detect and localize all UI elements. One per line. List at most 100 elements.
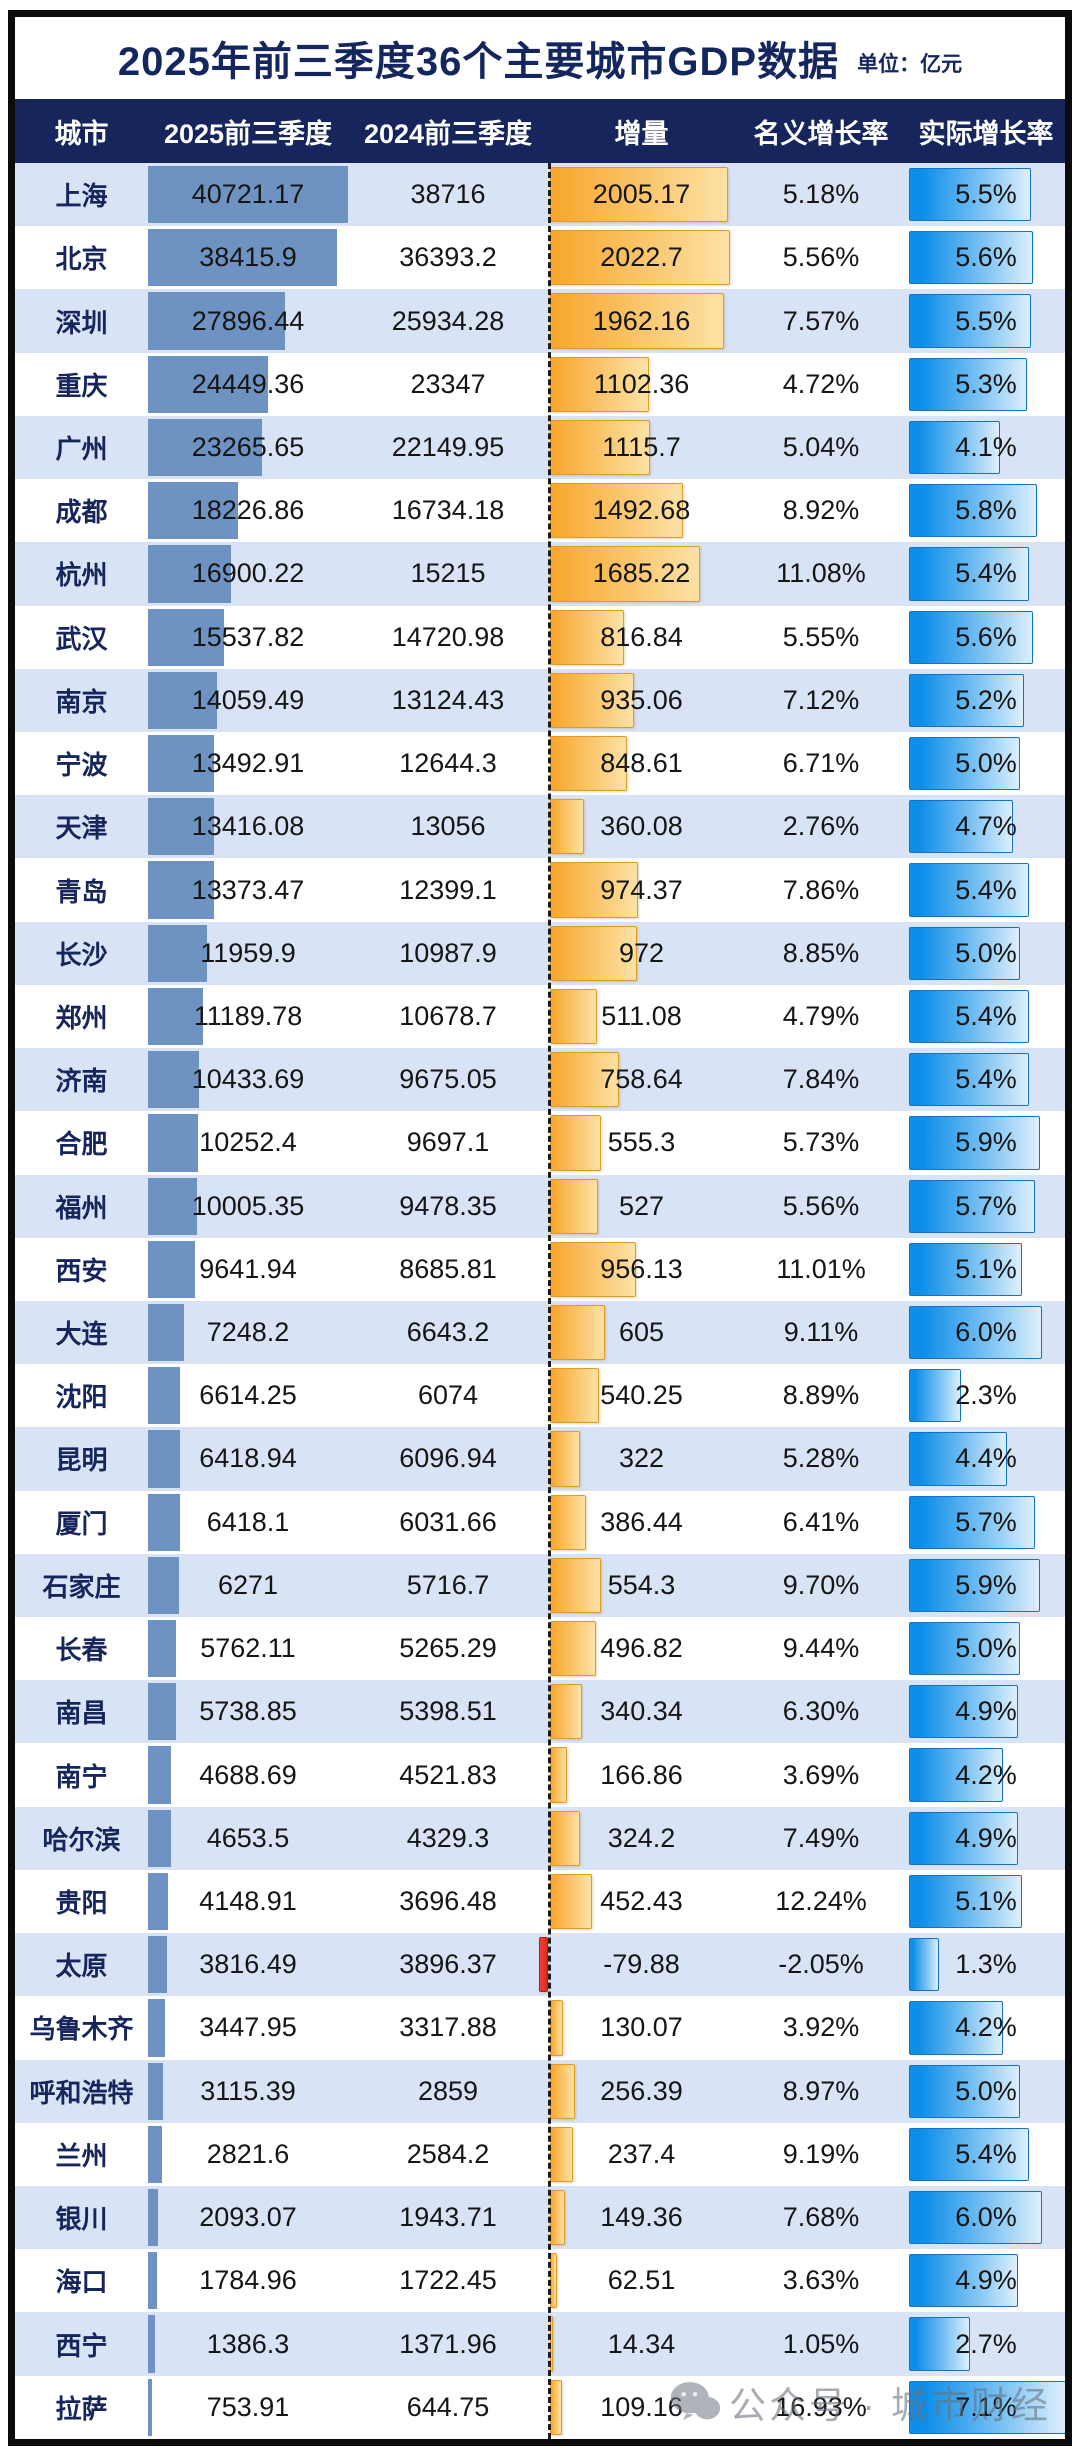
gdp-2024-cell: 5398.51	[399, 1696, 497, 1727]
city-name-cell: 贵阳	[55, 1888, 108, 1919]
gdp-2025-cell: 4653.5	[148, 1807, 348, 1870]
gdp-2024-cell: 1943.71	[399, 2202, 497, 2233]
real-growth-cell: 5.3%	[907, 353, 1065, 416]
gdp-2025-cell: 10252.4	[148, 1111, 348, 1174]
increment-cell: 605	[548, 1301, 735, 1364]
gdp-2024-cell: 23347	[410, 368, 486, 399]
gdp-2025-bar	[148, 355, 269, 413]
nominal-growth-cell: 7.12%	[782, 684, 860, 715]
gdp-2025-bar	[148, 1999, 165, 2057]
nominal-growth-cell: 7.57%	[782, 305, 860, 336]
real-growth-bar	[909, 1748, 1003, 1802]
city-name-cell: 武汉	[55, 623, 108, 654]
increment-cell: 555.3	[548, 1111, 735, 1174]
increment-bar	[550, 2000, 564, 2056]
nominal-growth-cell: 3.69%	[782, 1759, 860, 1790]
real-growth-cell: 5.0%	[907, 2060, 1065, 2123]
gdp-2024-cell: 10987.9	[399, 937, 497, 968]
city-name-cell: 广州	[55, 433, 108, 464]
real-growth-bar	[909, 1053, 1029, 1107]
gdp-2025-cell: 4148.91	[148, 1870, 348, 1933]
city-name-cell: 南宁	[55, 1761, 108, 1792]
increment-cell: 935.06	[548, 669, 735, 732]
increment-cell: -79.88	[539, 1933, 735, 1996]
gdp-2025-bar	[148, 924, 207, 982]
real-growth-bar	[909, 2317, 970, 2371]
real-growth-cell: 5.4%	[907, 985, 1065, 1048]
gdp-2025-cell: 3447.95	[148, 1996, 348, 2059]
table-row: 郑州 11189.78 10678.7 511.08 4.79% 5.4%	[15, 984, 1065, 1049]
table-row: 大连 7248.2 6643.2 605 9.11% 6.0%	[15, 1300, 1065, 1365]
real-growth-cell: 5.2%	[907, 669, 1065, 732]
increment-bar	[550, 925, 638, 981]
real-growth-cell: 4.9%	[907, 1680, 1065, 1743]
gdp-2025-cell: 5738.85	[148, 1680, 348, 1743]
city-name-cell: 北京	[55, 244, 108, 275]
increment-bar	[550, 2190, 566, 2246]
gdp-2024-cell: 4329.3	[406, 1822, 490, 1853]
gdp-2025-bar	[148, 2315, 155, 2373]
gdp-2024-cell: 13056	[410, 811, 486, 842]
column-header-increment: 增量	[614, 118, 669, 149]
nominal-growth-cell: 9.44%	[782, 1633, 860, 1664]
real-growth-bar	[909, 168, 1031, 222]
nominal-growth-cell: 4.79%	[782, 1000, 860, 1031]
gdp-2024-cell: 14720.98	[391, 621, 505, 652]
real-growth-bar	[909, 1369, 962, 1423]
real-growth-cell: 6.0%	[907, 1301, 1065, 1364]
gdp-2024-cell: 5716.7	[406, 1569, 490, 1600]
table-row: 厦门 6418.1 6031.66 386.44 6.41% 5.7%	[15, 1490, 1065, 1554]
gdp-2025-bar	[148, 1620, 177, 1678]
increment-bar	[550, 1557, 601, 1614]
gdp-2024-cell: 1722.45	[399, 2265, 497, 2296]
increment-bar	[550, 1431, 581, 1487]
gdp-2025-bar	[148, 166, 348, 224]
increment-bar	[550, 483, 684, 539]
increment-cell: 62.51	[548, 2249, 735, 2312]
table-row: 昆明 6418.94 6096.94 322 5.28% 4.4%	[15, 1427, 1065, 1491]
real-growth-cell: 7.1%	[907, 2376, 1065, 2439]
gdp-2024-cell: 38716	[410, 179, 486, 210]
gdp-2024-cell: 8685.81	[399, 1253, 497, 1284]
nominal-growth-cell: 7.49%	[782, 1822, 860, 1853]
real-growth-cell: 5.4%	[907, 858, 1065, 921]
gdp-2025-bar	[148, 292, 286, 350]
increment-bar	[550, 799, 584, 855]
table-row: 广州 23265.65 22149.95 1115.7 5.04% 4.1%	[15, 415, 1065, 480]
real-growth-cell: 4.7%	[907, 795, 1065, 858]
increment-cell: 340.34	[548, 1680, 735, 1743]
real-growth-bar	[909, 1305, 1042, 1360]
real-growth-bar	[909, 1558, 1040, 1613]
real-growth-cell: 5.7%	[907, 1175, 1065, 1238]
unit-label: 单位：亿元	[857, 53, 963, 76]
city-name-cell: 上海	[55, 181, 108, 212]
nominal-growth-cell: 6.30%	[782, 1696, 860, 1727]
nominal-growth-cell: 8.89%	[782, 1380, 860, 1411]
gdp-2024-cell: 22149.95	[391, 431, 505, 462]
real-growth-bar	[909, 863, 1029, 917]
gdp-2024-cell: 15215	[410, 558, 486, 589]
nominal-growth-cell: 3.92%	[782, 2012, 860, 2043]
gdp-2025-bar	[148, 482, 238, 540]
gdp-2025-cell: 3115.39	[148, 2060, 348, 2123]
increment-bar	[550, 2126, 573, 2182]
increment-bar	[550, 293, 725, 349]
real-growth-bar	[909, 1685, 1018, 1739]
gdp-2024-cell: 6643.2	[406, 1317, 490, 1348]
gdp-2025-cell: 7248.2	[148, 1301, 348, 1364]
increment-bar	[550, 356, 649, 412]
table-row: 济南 10433.69 9675.05 758.64 7.84% 5.4%	[15, 1048, 1065, 1112]
gdp-2025-bar	[148, 1051, 200, 1109]
real-growth-bar	[909, 673, 1025, 727]
nominal-growth-cell: 9.11%	[783, 1317, 859, 1348]
gdp-2025-cell: 6271	[148, 1554, 348, 1617]
real-growth-cell: 5.1%	[907, 1238, 1065, 1301]
real-growth-cell: 5.0%	[907, 1617, 1065, 1680]
real-growth-cell: 1.3%	[907, 1933, 1065, 1996]
gdp-2024-cell: 16734.18	[391, 495, 505, 526]
real-growth-cell: 5.0%	[907, 922, 1065, 985]
table-body: 上海 40721.17 38716 2005.17 5.18% 5.5% 北京 38415.9…	[15, 163, 1065, 2439]
real-growth-bar	[909, 231, 1034, 285]
gdp-2025-bar	[148, 608, 225, 666]
gdp-2025-cell: 3816.49	[148, 1933, 348, 1996]
